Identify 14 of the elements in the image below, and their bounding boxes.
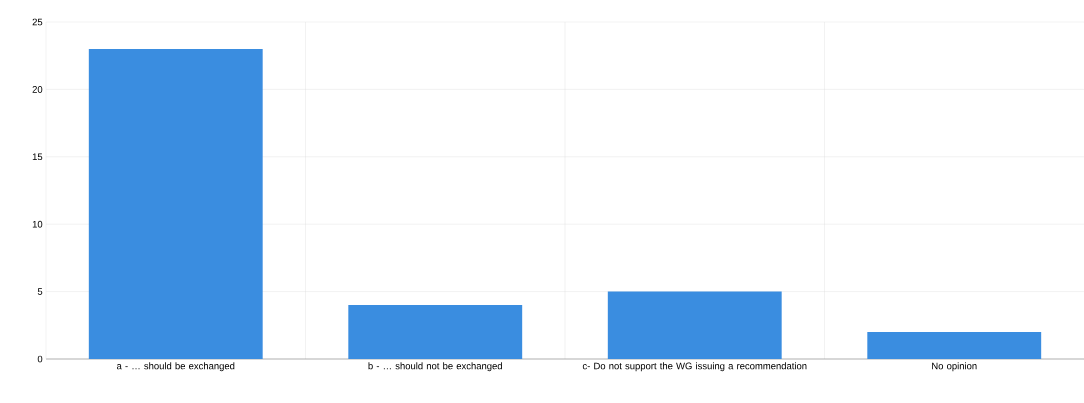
bar: [348, 305, 523, 359]
y-tick-label: 0: [37, 355, 43, 363]
bar: [607, 291, 782, 359]
x-tick-label: b - … should not be exchanged: [368, 362, 502, 372]
bar: [867, 332, 1042, 359]
bar: [88, 48, 263, 359]
y-tick-label: 20: [32, 86, 43, 93]
y-tick-label: 25: [32, 18, 43, 26]
x-tick-label: c- Do not support the WG issuing a recommendation: [582, 362, 807, 372]
x-tick-label: a - … should be exchanged: [116, 362, 235, 372]
y-tick-label: 5: [37, 288, 43, 295]
y-tick-label: 10: [32, 220, 43, 228]
y-tick-label: 15: [32, 153, 43, 161]
x-tick-label: No opinion: [932, 362, 977, 372]
